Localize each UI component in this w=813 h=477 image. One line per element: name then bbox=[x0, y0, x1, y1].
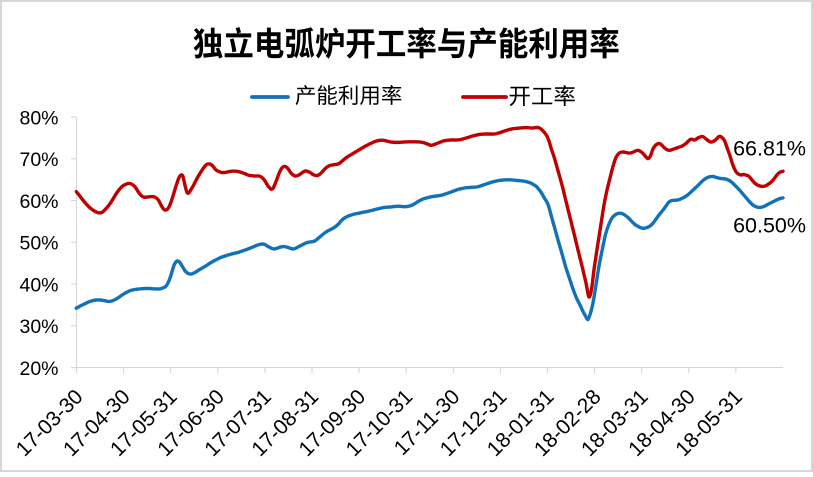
svg-text:66.81%: 66.81% bbox=[733, 136, 806, 160]
svg-text:80%: 80% bbox=[19, 107, 58, 129]
svg-text:60.50%: 60.50% bbox=[733, 214, 806, 238]
svg-text:20%: 20% bbox=[19, 358, 58, 380]
svg-text:50%: 50% bbox=[19, 233, 58, 255]
svg-text:40%: 40% bbox=[19, 274, 58, 296]
svg-text:60%: 60% bbox=[19, 191, 58, 213]
svg-text:30%: 30% bbox=[19, 316, 58, 338]
svg-text:70%: 70% bbox=[19, 149, 58, 171]
